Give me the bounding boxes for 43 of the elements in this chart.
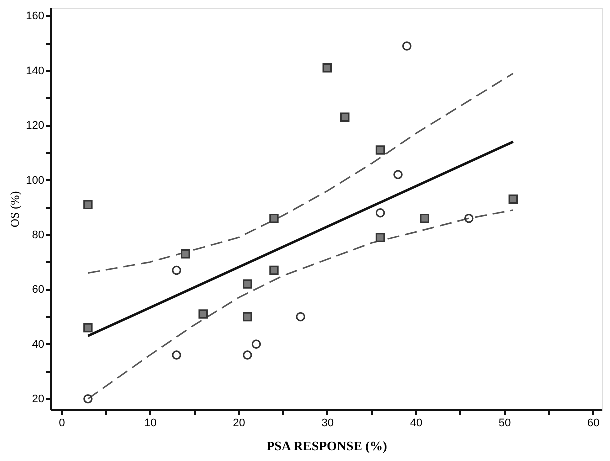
point xyxy=(252,340,262,349)
point xyxy=(172,350,182,360)
x-tick-label: 0 xyxy=(59,418,66,430)
point xyxy=(198,310,208,319)
point xyxy=(394,170,403,180)
point xyxy=(464,214,474,224)
point xyxy=(340,112,350,122)
point xyxy=(270,214,279,224)
x-tick-label: 50 xyxy=(498,418,512,430)
point xyxy=(296,312,306,322)
line-series xyxy=(87,210,514,400)
x-tick-label: 30 xyxy=(322,418,334,430)
y-tick-label: 100 xyxy=(26,174,44,187)
x-axis-title: PSA RESPONSE (%) xyxy=(266,438,388,454)
point xyxy=(376,233,386,242)
point xyxy=(172,266,182,276)
point xyxy=(420,214,430,224)
y-tick-label: 80 xyxy=(32,229,44,242)
point xyxy=(508,194,518,204)
point xyxy=(243,280,252,289)
x-tick-label: 20 xyxy=(233,418,246,430)
point xyxy=(376,208,386,218)
y-tick-label: 140 xyxy=(26,65,44,78)
point xyxy=(243,350,252,360)
y-tick-label: 120 xyxy=(26,120,44,132)
x-tick-label: 60 xyxy=(588,418,600,430)
y-tick-label: 20 xyxy=(32,394,44,406)
y-axis-title: OS (%) xyxy=(8,191,22,228)
y-tick-label: 60 xyxy=(32,284,44,296)
point xyxy=(270,266,279,276)
y-tick-label: 160 xyxy=(26,10,44,23)
x-tick-label: 10 xyxy=(144,418,157,430)
point xyxy=(322,64,332,73)
x-tick-label: 40 xyxy=(410,418,423,430)
point xyxy=(84,323,93,333)
point xyxy=(84,200,93,210)
point xyxy=(376,146,386,155)
point xyxy=(243,312,252,322)
line-series xyxy=(87,72,514,274)
y-tick-label: 40 xyxy=(32,338,44,351)
point xyxy=(84,394,93,404)
point xyxy=(181,250,190,259)
point xyxy=(402,42,412,51)
